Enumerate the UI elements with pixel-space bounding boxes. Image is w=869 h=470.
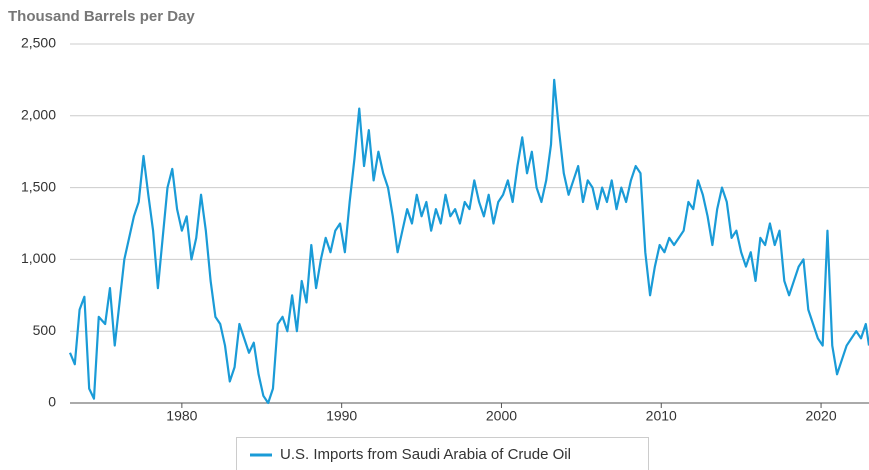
y-tick-label: 500	[33, 322, 57, 338]
series-line	[68, 78, 869, 405]
x-tick-label: 2020	[805, 408, 836, 424]
y-tick-label: 0	[48, 394, 56, 410]
y-tick-label: 2,500	[21, 35, 56, 51]
legend-box	[236, 437, 649, 470]
x-tick-label: 1980	[166, 408, 197, 424]
y-tick-label: 2,000	[21, 107, 56, 123]
legend-label: U.S. Imports from Saudi Arabia of Crude …	[280, 446, 571, 463]
x-tick-label: 2010	[646, 408, 677, 424]
y-tick-label: 1,000	[21, 250, 56, 266]
x-tick-label: 1990	[326, 408, 357, 424]
chart-title: Thousand Barrels per Day	[8, 8, 195, 25]
y-tick-label: 1,500	[21, 178, 56, 194]
x-tick-label: 2000	[486, 408, 517, 424]
